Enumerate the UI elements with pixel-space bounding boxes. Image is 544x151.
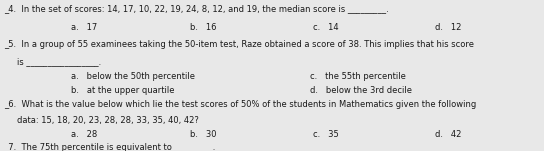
Text: _7.  The 75th percentile is equivalent to _________.: _7. The 75th percentile is equivalent to… — [4, 143, 216, 151]
Text: c.   35: c. 35 — [313, 130, 338, 139]
Text: _6.  What is the value below which lie the test scores of 50% of the students in: _6. What is the value below which lie th… — [4, 100, 477, 109]
Text: a.   17: a. 17 — [71, 23, 97, 32]
Text: d.   42: d. 42 — [435, 130, 461, 139]
Text: c.   14: c. 14 — [313, 23, 338, 32]
Text: d.   12: d. 12 — [435, 23, 461, 32]
Text: data: 15, 18, 20, 23, 28, 28, 33, 35, 40, 42?: data: 15, 18, 20, 23, 28, 28, 33, 35, 40… — [17, 116, 199, 125]
Text: c.   the 55th percentile: c. the 55th percentile — [310, 72, 406, 81]
Text: b.   30: b. 30 — [190, 130, 217, 139]
Text: _4.  In the set of scores: 14, 17, 10, 22, 19, 24, 8, 12, and 19, the median sco: _4. In the set of scores: 14, 17, 10, 22… — [4, 4, 389, 13]
Text: b.   16: b. 16 — [190, 23, 217, 32]
Text: d.   below the 3rd decile: d. below the 3rd decile — [310, 86, 412, 95]
Text: a.   28: a. 28 — [71, 130, 97, 139]
Text: _5.  In a group of 55 examinees taking the 50-item test, Raze obtained a score o: _5. In a group of 55 examinees taking th… — [4, 40, 474, 49]
Text: a.   below the 50th percentile: a. below the 50th percentile — [71, 72, 195, 81]
Text: is _________________.: is _________________. — [17, 57, 102, 66]
Text: b.   at the upper quartile: b. at the upper quartile — [71, 86, 174, 95]
